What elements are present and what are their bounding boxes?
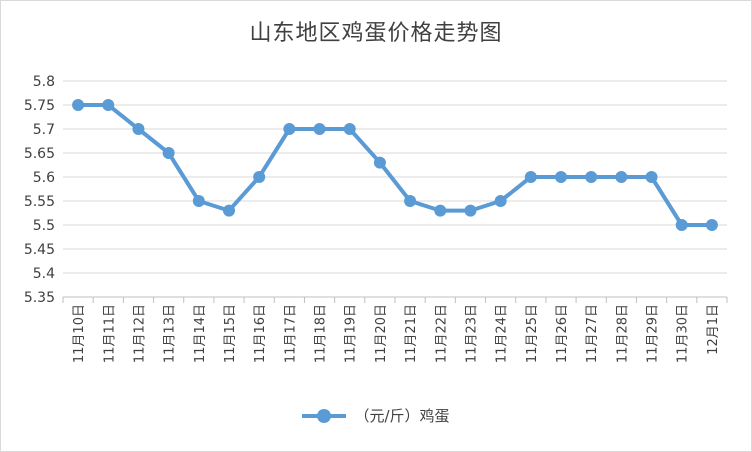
- data-point: [102, 99, 115, 111]
- grid-lines: [63, 80, 727, 298]
- data-point: [675, 219, 688, 231]
- data-point: [313, 123, 326, 135]
- x-tick-label: 11月12日: [132, 304, 147, 363]
- y-tick-label: 5.75: [24, 98, 55, 114]
- x-tick-label: 11月22日: [434, 304, 449, 363]
- x-tick-label: 11月15日: [223, 304, 238, 363]
- series-layer: [72, 99, 718, 231]
- x-axis: [62, 296, 728, 303]
- x-tick-label: 11月26日: [555, 304, 570, 363]
- x-tick-label: 11月20日: [374, 304, 389, 363]
- y-tick-label: 5.65: [24, 146, 55, 162]
- x-tick-label: 11月30日: [676, 304, 691, 363]
- y-tick-label: 5.6: [33, 170, 55, 186]
- x-tick-label: 11月17日: [283, 304, 298, 363]
- legend-label: （元/斤）鸡蛋: [354, 407, 450, 425]
- data-point: [434, 204, 447, 217]
- data-point: [132, 123, 145, 135]
- line-chart: 5.8 5.75 5.7 5.65 5.6 5.55 5.5 5.45 5.4 5.35 11月1…: [24, 74, 728, 363]
- data-point: [705, 219, 718, 231]
- x-tick-label: 11月13日: [163, 304, 178, 363]
- x-tick-label: 11月25日: [525, 304, 540, 363]
- chart-title: 山东地区鸡蛋价格走势图: [249, 21, 503, 46]
- data-point: [494, 195, 507, 207]
- x-tick-label: 11月27日: [585, 304, 600, 363]
- x-tick-label: 11月10日: [72, 304, 87, 363]
- x-tick-label: 11月14日: [193, 304, 208, 363]
- data-point: [645, 171, 658, 183]
- x-tick-label: 11月21日: [404, 304, 419, 363]
- y-tick-label: 5.4: [33, 266, 55, 282]
- data-point: [283, 123, 296, 135]
- x-axis-ticks: 11月10日 11月11日 11月12日 11月13日 11月14日 11月15日 11月1…: [72, 304, 721, 363]
- x-tick-label: 11月16日: [253, 304, 268, 363]
- x-tick-label: 11月19日: [344, 304, 359, 363]
- data-point: [524, 171, 537, 183]
- x-tick-label: 11月24日: [495, 304, 510, 363]
- y-tick-label: 5.45: [24, 242, 55, 258]
- legend: （元/斤）鸡蛋: [1, 405, 751, 426]
- x-tick-label: 11月28日: [615, 304, 630, 363]
- data-point: [223, 204, 235, 217]
- y-tick-label: 5.8: [33, 74, 55, 90]
- data-point: [72, 99, 85, 111]
- data-point: [162, 147, 175, 159]
- data-point: [555, 171, 567, 183]
- series-line: [76, 103, 714, 227]
- data-point: [192, 195, 205, 207]
- x-tick-label: 11月18日: [314, 304, 329, 363]
- data-point: [585, 171, 598, 183]
- data-point: [464, 204, 477, 217]
- data-point: [253, 171, 266, 183]
- y-tick-label: 5.55: [24, 194, 55, 210]
- data-point: [343, 123, 356, 135]
- y-tick-label: 5.5: [33, 218, 55, 234]
- data-point: [404, 195, 417, 207]
- data-point: [615, 171, 628, 183]
- x-tick-label: 11月29日: [646, 304, 661, 363]
- y-tick-label: 5.7: [33, 122, 55, 138]
- x-tick-label: 11月11日: [102, 304, 117, 363]
- x-tick-label: 12月1日: [706, 304, 721, 355]
- legend-swatch: [302, 408, 347, 423]
- y-tick-label: 5.35: [24, 290, 55, 306]
- y-axis-ticks: 5.8 5.75 5.7 5.65 5.6 5.55 5.5 5.45 5.4 5.35: [24, 74, 55, 306]
- data-point: [373, 156, 386, 169]
- x-tick-label: 11月23日: [464, 304, 479, 363]
